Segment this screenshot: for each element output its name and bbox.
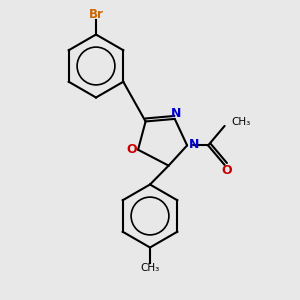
Text: O: O [126,142,137,156]
Text: Br: Br [88,8,104,21]
Text: N: N [188,138,199,151]
Text: CH₃: CH₃ [140,263,160,273]
Text: N: N [171,107,181,120]
Text: O: O [222,164,232,177]
Text: CH₃: CH₃ [231,117,250,127]
